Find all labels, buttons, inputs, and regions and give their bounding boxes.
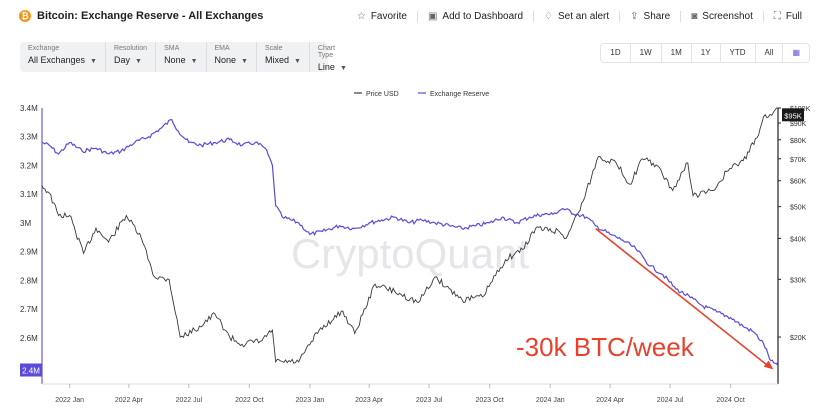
star-icon: ☆: [356, 11, 366, 22]
bell-icon: ♢: [544, 11, 553, 22]
page-title: Bitcoin: Exchange Reserve - All Exchange…: [37, 10, 264, 22]
ema-select-value: None: [214, 55, 237, 65]
ema-select[interactable]: EMA None ▼: [207, 42, 257, 72]
share-button[interactable]: ⇪ Share: [619, 11, 680, 22]
chevron-down-icon: ▼: [241, 58, 248, 65]
y-right-tick-label: $70K: [790, 157, 807, 164]
chevron-down-icon: ▼: [293, 58, 301, 65]
y-left-tick-label: 3M: [20, 219, 31, 228]
set-alert-button[interactable]: ♢ Set an alert: [533, 11, 619, 22]
current-price-tag: [782, 108, 804, 122]
fullscreen-icon: ⛶: [773, 11, 781, 22]
set-alert-label: Set an alert: [558, 11, 610, 22]
favorite-button[interactable]: ☆ Favorite: [347, 11, 417, 22]
screenshot-label: Screenshot: [702, 11, 753, 22]
x-tick-label: 2024 Jul: [657, 397, 684, 404]
y-left-tick-label: 2.7M: [20, 305, 38, 314]
chart-controls: Exchange All Exchanges ▼ Resolution Day ▼ …: [20, 42, 347, 72]
range-1w-button[interactable]: 1W: [631, 44, 662, 62]
y-left-tick-label: 3.4M: [20, 104, 38, 113]
favorite-label: Favorite: [370, 11, 407, 22]
x-tick-label: 2022 Oct: [235, 397, 263, 404]
fullscreen-label: Full: [785, 11, 802, 22]
range-selector: 1D 1W 1M 1Y YTD All ▦: [600, 43, 810, 63]
range-1m-button[interactable]: 1M: [662, 44, 692, 62]
chart-type-select-label: Chart Type: [317, 45, 336, 59]
add-to-dashboard-label: Add to Dashboard: [442, 11, 524, 22]
current-reserve-label: 2.4M: [22, 367, 40, 376]
camera-icon: ◙: [691, 11, 698, 22]
resolution-select-label: Resolution: [113, 45, 148, 52]
x-tick-label: 2024 Jan: [536, 397, 565, 404]
x-tick-label: 2023 Oct: [475, 397, 503, 404]
watermark: CryptoQuant: [291, 230, 529, 277]
chart-type-select[interactable]: Chart Type Line ▼: [310, 42, 355, 72]
y-left-tick-label: 3.1M: [20, 190, 38, 199]
sma-select[interactable]: SMA None ▼: [156, 42, 207, 72]
action-bar: ☆ Favorite ▣ Add to Dashboard ♢ Set an a…: [347, 11, 812, 22]
chevron-down-icon: ▼: [339, 65, 347, 72]
top-bar: ₿ Bitcoin: Exchange Reserve - All Exchan…: [0, 0, 828, 34]
scale-select-label: Scale: [264, 45, 283, 52]
x-tick-label: 2023 Apr: [355, 397, 384, 404]
exchange-select-value: All Exchanges: [28, 55, 86, 65]
resolution-select-value: Day: [113, 55, 130, 65]
x-tick-label: 2022 Jul: [176, 397, 203, 404]
dashboard-icon: ▣: [427, 11, 438, 22]
screenshot-button[interactable]: ◙ Screenshot: [680, 11, 763, 22]
x-tick-label: 2023 Jan: [296, 397, 325, 404]
bitcoin-icon: ₿: [19, 10, 31, 22]
ema-select-label: EMA: [214, 45, 230, 52]
sma-select-label: SMA: [164, 45, 180, 52]
scale-select-value: Mixed: [264, 55, 289, 65]
price-usd-line: [41, 107, 779, 364]
y-left-tick-label: 2.9M: [20, 248, 38, 257]
range-1y-button[interactable]: 1Y: [692, 44, 721, 62]
y-left-tick-label: 3.2M: [20, 161, 38, 170]
range-ytd-button[interactable]: YTD: [721, 44, 756, 62]
y-right-tick-label: $80K: [790, 138, 807, 145]
x-tick-label: 2024 Oct: [716, 397, 744, 404]
annotation-arrowhead: [763, 360, 774, 370]
annotation-text: -30k BTC/week: [516, 332, 695, 362]
y-right-tick-label: $50K: [790, 205, 807, 212]
add-to-dashboard-button[interactable]: ▣ Add to Dashboard: [416, 11, 533, 22]
legend-reserve-label: Exchange Reserve: [430, 91, 489, 98]
exchange-select-label: Exchange: [28, 45, 60, 52]
fullscreen-button[interactable]: ⛶ Full: [762, 11, 812, 22]
chevron-down-icon: ▼: [90, 58, 97, 65]
x-tick-label: 2024 Apr: [596, 397, 625, 404]
y-right-tick-label: $20K: [790, 335, 807, 342]
y-right-tick-label: $30K: [790, 277, 807, 284]
share-label: Share: [643, 11, 671, 22]
sma-select-value: None: [164, 55, 186, 65]
x-tick-label: 2022 Apr: [115, 397, 144, 404]
exchange-reserve-line: [41, 118, 779, 367]
chevron-down-icon: ▼: [135, 58, 142, 65]
y-left-tick-label: 3.3M: [20, 133, 38, 142]
calendar-icon[interactable]: ▦: [792, 48, 800, 57]
x-tick-label: 2023 Jul: [416, 397, 443, 404]
scale-select[interactable]: Scale Mixed ▼: [257, 42, 310, 72]
resolution-select[interactable]: Resolution Day ▼: [106, 42, 157, 72]
current-reserve-tag: [20, 363, 42, 377]
range-1d-button[interactable]: 1D: [601, 44, 631, 62]
title-wrap: ₿ Bitcoin: Exchange Reserve - All Exchan…: [19, 10, 263, 22]
y-right-tick-label: $60K: [790, 179, 807, 186]
chart-type-select-value: Line: [317, 62, 335, 72]
x-tick-label: 2022 Jan: [55, 397, 84, 404]
exchange-select[interactable]: Exchange All Exchanges ▼: [20, 42, 106, 72]
y-left-tick-label: 2.6M: [20, 334, 38, 343]
legend-price-label: Price USD: [366, 91, 399, 98]
chevron-down-icon: ▼: [190, 58, 198, 65]
annotation-arrow: [595, 228, 768, 367]
y-left-tick-label: 2.8M: [20, 276, 38, 285]
share-icon: ⇪: [630, 11, 639, 22]
y-right-tick-label: $40K: [790, 236, 807, 243]
current-price-label: $95K: [784, 111, 802, 120]
range-all-button[interactable]: All: [756, 44, 784, 62]
y-right-tick-label: $90K: [790, 121, 807, 128]
